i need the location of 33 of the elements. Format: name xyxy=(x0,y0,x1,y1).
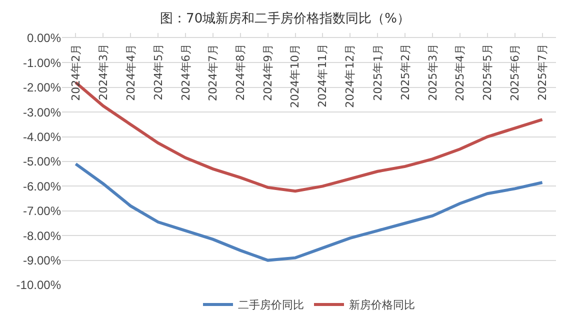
y-tick-label: -5.00% xyxy=(22,154,62,169)
x-tick-label: 2024年9月 xyxy=(262,44,275,102)
x-tick-label: 2025年2月 xyxy=(398,43,412,100)
x-tick-label: 2025年4月 xyxy=(454,44,467,102)
x-tick-label: 2024年10月 xyxy=(288,44,302,108)
x-tick-label: 2024年6月 xyxy=(179,44,192,101)
legend-label: 新房价格同比 xyxy=(349,298,415,312)
y-tick-label: -4.00% xyxy=(22,130,62,144)
y-tick-label: -9.00% xyxy=(22,254,62,268)
x-tick-label: 2024年8月 xyxy=(234,44,248,101)
y-tick-label: 0.00% xyxy=(26,31,62,46)
x-tick-label: 2025年3月 xyxy=(426,44,440,101)
x-tick-label: 2024年4月 xyxy=(124,44,138,101)
y-tick-label: -3.00% xyxy=(22,105,62,120)
chart-title: 图：70城新房和二手房价格指数同比（%） xyxy=(160,10,410,26)
y-tick-label: -1.00% xyxy=(22,56,62,70)
legend-label: 二手房价同比 xyxy=(238,298,304,312)
x-tick-label: 2024年11月 xyxy=(316,43,330,108)
x-tick-label: 2024年3月 xyxy=(96,43,110,100)
x-tick-label: 2025年6月 xyxy=(508,44,522,102)
y-tick-label: -7.00% xyxy=(22,204,62,218)
y-tick-label: -2.00% xyxy=(22,80,62,95)
x-tick-label: 2025年1月 xyxy=(371,44,384,101)
line-series xyxy=(74,162,544,262)
y-tick-label: -8.00% xyxy=(22,228,62,243)
y-tick-label: -10.00% xyxy=(16,278,62,292)
x-tick-label: 2024年12月 xyxy=(343,44,356,108)
x-tick-label: 2025年5月 xyxy=(481,44,494,101)
x-tick-label: 2025年7月 xyxy=(536,43,550,100)
x-tick-label: 2024年7月 xyxy=(206,44,220,102)
y-tick-label: -6.00% xyxy=(22,179,62,194)
x-tick-label: 2024年2月 xyxy=(70,44,83,101)
x-tick-label: 2024年5月 xyxy=(152,43,165,100)
